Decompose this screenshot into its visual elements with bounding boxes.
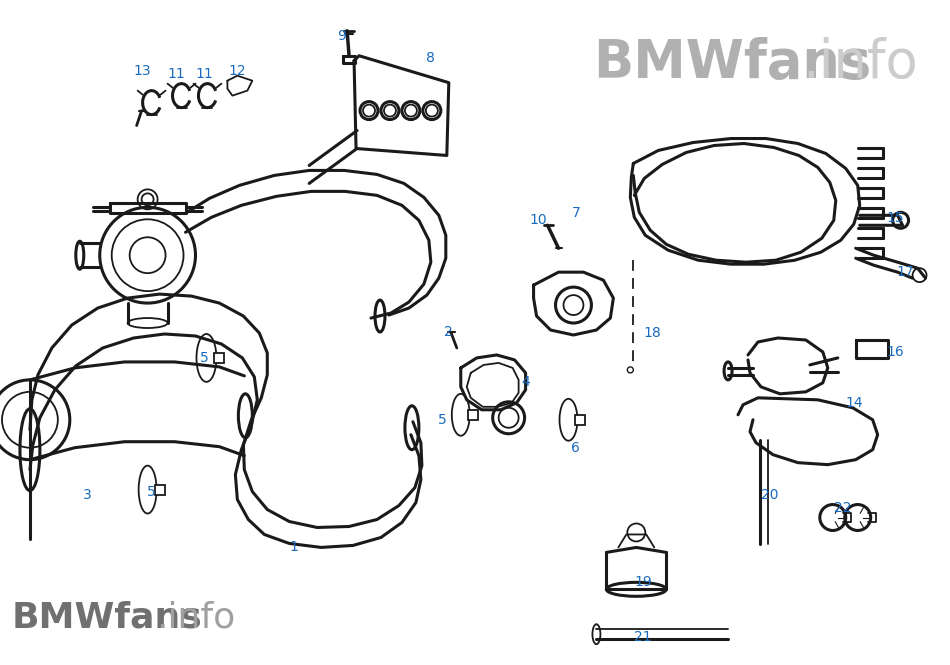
Text: 16: 16 [886, 345, 904, 359]
Text: 5: 5 [200, 351, 209, 365]
Text: 21: 21 [635, 630, 652, 644]
Text: 11: 11 [167, 66, 185, 80]
Text: 5: 5 [147, 485, 156, 499]
FancyBboxPatch shape [576, 415, 585, 425]
Text: 22: 22 [834, 501, 851, 515]
Text: 10: 10 [530, 213, 547, 227]
Text: 11: 11 [196, 66, 214, 80]
Text: 2: 2 [445, 325, 453, 339]
Text: 8: 8 [427, 51, 435, 65]
Text: 14: 14 [846, 396, 864, 410]
Text: .info: .info [803, 37, 919, 88]
Text: 3: 3 [84, 487, 92, 501]
Text: BMWfans: BMWfans [594, 37, 872, 88]
Text: 20: 20 [761, 487, 779, 501]
Text: 4: 4 [522, 375, 530, 389]
Text: 15: 15 [886, 211, 904, 225]
FancyBboxPatch shape [467, 410, 478, 420]
Text: BMWfans: BMWfans [12, 600, 202, 634]
Text: 13: 13 [134, 64, 151, 78]
Text: 12: 12 [229, 64, 246, 78]
Text: .info: .info [157, 600, 236, 634]
Text: 9: 9 [336, 29, 346, 43]
FancyBboxPatch shape [155, 485, 164, 495]
Text: 1: 1 [290, 541, 298, 555]
Text: 18: 18 [643, 326, 661, 340]
Text: 5: 5 [437, 413, 446, 427]
Text: 17: 17 [897, 265, 915, 279]
Text: 7: 7 [572, 206, 580, 220]
Text: 19: 19 [635, 575, 652, 589]
FancyBboxPatch shape [215, 353, 224, 363]
Text: 6: 6 [571, 441, 579, 455]
